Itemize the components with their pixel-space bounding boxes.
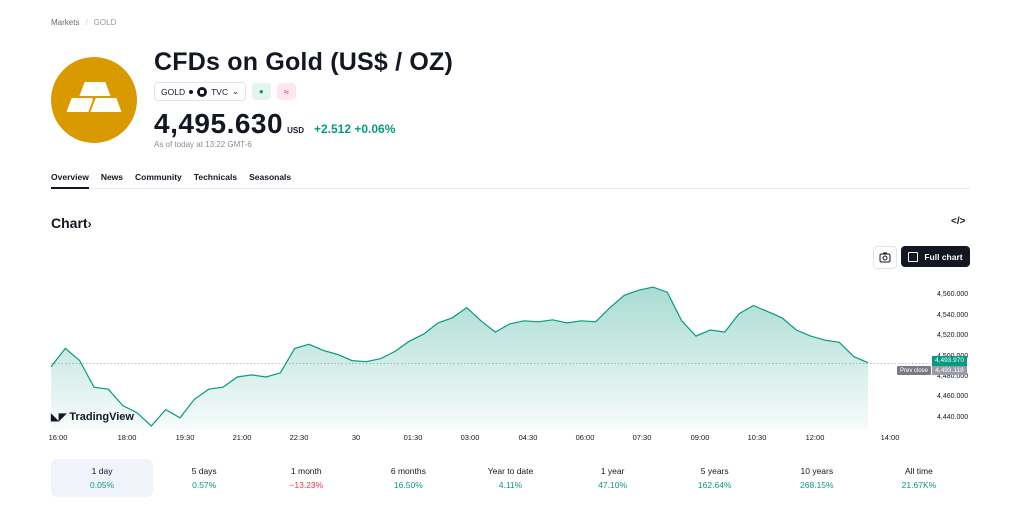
wave-icon[interactable]: ≈ (276, 83, 296, 100)
tradingview-watermark[interactable]: ◣◤ TradingView (51, 411, 134, 423)
chevron-right-icon: › (87, 217, 92, 231)
last-price: 4,495.630 (154, 108, 284, 139)
x-tick-label: 06:00 (575, 433, 595, 442)
range-label: Year to date (487, 466, 534, 476)
x-axis: 16:00 18:00 19:30 21:00 22:30 30 01:30 03:00 04:… (0, 433, 1024, 445)
range-label: 10 years (800, 466, 834, 476)
camera-icon (879, 252, 891, 263)
y-tick-label: 4,480.000 (937, 372, 969, 380)
snapshot-button[interactable] (873, 246, 897, 269)
breadcrumb-current: GOLD (93, 18, 117, 27)
tab-seasonals[interactable]: Seasonals (249, 172, 292, 182)
range-label: 5 years (700, 466, 729, 476)
price-line (50, 286, 869, 427)
y-tick-label: 4,440.000 (937, 413, 969, 421)
last-price-tag: 4,493.970 (932, 356, 967, 366)
range-5-days[interactable]: 5 days 0.57% (153, 459, 255, 497)
embed-code-icon[interactable]: </> (951, 216, 966, 227)
tab-community[interactable]: Community (135, 172, 182, 182)
tradingview-logo-icon: ◣◤ (51, 411, 67, 423)
range-label: 1 day (91, 466, 113, 476)
range-percent: 21.67K% (901, 480, 937, 490)
exchange-selector[interactable]: GOLD TVC ⌄ (154, 82, 246, 101)
full-chart-button[interactable]: Full chart (901, 246, 970, 267)
range-1-year[interactable]: 1 year 47.10% (562, 459, 664, 497)
full-chart-label: Full chart (924, 251, 963, 262)
watermark-text: TradingView (69, 411, 134, 423)
x-tick-label: 04:30 (518, 433, 538, 442)
range-label: All time (904, 466, 933, 476)
y-tick-label: 4,560.000 (937, 291, 969, 299)
x-tick-label: 16:00 (48, 433, 68, 442)
price-currency: USD (287, 126, 304, 135)
breadcrumb-markets[interactable]: Markets (51, 18, 80, 27)
x-tick-label: 30 (351, 433, 361, 442)
range-10-years[interactable]: 10 years 268.15% (766, 459, 868, 497)
range-5-years[interactable]: 5 years 162.64% (664, 459, 766, 497)
price-change-abs: +2.512 (313, 122, 352, 136)
x-tick-label: 01:30 (403, 433, 423, 442)
x-tick-label: 03:00 (460, 433, 480, 442)
page-title: CFDs on Gold (US$ / OZ) (154, 48, 454, 76)
x-tick-label: 07:30 (632, 433, 652, 442)
range-percent: 4.11% (498, 480, 523, 490)
x-tick-label: 10:30 (747, 433, 767, 442)
range-1-month[interactable]: 1 month −13.23% (255, 459, 357, 497)
x-tick-label: 19:30 (175, 433, 195, 442)
separator-dot-icon (189, 89, 194, 94)
range-label: 5 days (191, 466, 217, 476)
range-all-time[interactable]: All time 21.67K% (868, 459, 970, 497)
x-tick-label: 09:00 (690, 433, 710, 442)
performance-ranges: 1 day 0.05% 5 days 0.57% 1 month −13.23% 6 mon… (51, 459, 970, 497)
x-tick-label: 22:30 (289, 433, 309, 442)
price-change: +2.512 +0.06% (314, 122, 395, 136)
range-label: 6 months (390, 466, 426, 476)
price-change-pct: +0.06% (354, 122, 396, 136)
tab-technicals[interactable]: Technicals (193, 172, 238, 182)
as-of-timestamp: As of today at 13:22 GMT-6 (154, 140, 252, 149)
range-6-months[interactable]: 6 months 16.50% (357, 459, 459, 497)
exchange-label: TVC (211, 86, 229, 97)
symbol-chips: GOLD TVC ⌄ ● ≈ (154, 82, 296, 101)
y-tick-label: 4,460.000 (937, 393, 969, 401)
chart-section-title[interactable]: Chart› (51, 215, 92, 231)
prev-close-tag: 4,493.118 (932, 366, 967, 375)
range-percent: 16.50% (393, 480, 423, 490)
chart-title-text: Chart (51, 215, 88, 231)
market-open-icon[interactable]: ● (251, 83, 271, 100)
breadcrumb: Markets / GOLD (51, 18, 116, 27)
range-percent: −13.23% (289, 480, 324, 490)
range-percent: 0.05% (90, 480, 115, 490)
range-percent: 0.57% (192, 480, 217, 490)
symbol-tabs: Overview News Community Technicals Seaso… (51, 172, 970, 189)
tab-news[interactable]: News (100, 172, 124, 182)
range-percent: 162.64% (697, 480, 732, 490)
range-percent: 47.10% (598, 480, 628, 490)
y-tick-label: 4,520.000 (937, 332, 969, 340)
breadcrumb-separator: / (85, 18, 88, 27)
price-chart[interactable] (0, 270, 1024, 430)
chevron-down-icon: ⌄ (232, 87, 239, 96)
range-percent: 268.15% (800, 480, 834, 490)
x-tick-label: 14:00 (880, 433, 900, 442)
fullscreen-icon (908, 251, 919, 262)
tab-overview[interactable]: Overview (51, 172, 89, 189)
ticker-label: GOLD (161, 86, 186, 97)
x-tick-label: 21:00 (232, 433, 252, 442)
x-tick-label: 18:00 (117, 433, 137, 442)
price-area-fill (51, 287, 868, 430)
range-1-day[interactable]: 1 day 0.05% (51, 459, 154, 497)
prev-close-label: Prev close (897, 366, 932, 375)
x-tick-label: 12:00 (805, 433, 825, 442)
y-tick-label: 4,540.000 (937, 311, 969, 319)
range-year-to-date[interactable]: Year to date 4.11% (459, 459, 561, 497)
gold-bars-logo-icon (51, 57, 137, 143)
price-block: 4,495.630 USD +2.512 +0.06% (154, 108, 395, 140)
tradingview-exchange-icon (197, 86, 208, 97)
range-label: 1 year (600, 466, 625, 476)
range-label: 1 month (290, 466, 322, 476)
